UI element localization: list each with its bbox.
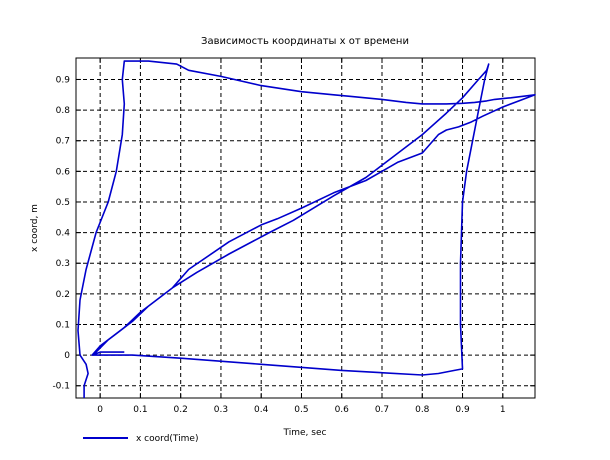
x-tick-label: 0.7 <box>375 405 389 415</box>
grid <box>76 58 535 398</box>
y-axis-label: x coord, m <box>30 204 40 252</box>
y-tick-label: 0.8 <box>56 106 71 116</box>
y-tick-label: 0.3 <box>56 259 70 269</box>
y-tick-label: 0.9 <box>56 75 71 85</box>
x-tick-label: 0.6 <box>335 405 350 415</box>
legend: x coord(Time) <box>83 434 198 444</box>
chart-title: Зависимость координаты х от времени <box>201 36 409 47</box>
legend-label: x coord(Time) <box>136 434 198 444</box>
y-tick-label: 0.5 <box>56 198 70 208</box>
series-layer <box>77 60 536 398</box>
axis-ticks: 0 0.1 0.2 0.3 0.4 0.5 0.6 0.7 0.8 0.9 1 -0.1 0 0.1 0.2… <box>52 58 535 415</box>
x-axis-label: Time, sec <box>283 428 327 438</box>
x-tick-label: 0.3 <box>214 405 228 415</box>
y-tick-label: 0.6 <box>56 167 71 177</box>
y-tick-label: -0.1 <box>52 382 70 392</box>
x-tick-label: 0.4 <box>254 405 269 415</box>
plot-frame <box>75 57 536 399</box>
x-tick-label: 0.9 <box>455 405 470 415</box>
x-tick-label: 0 <box>97 405 103 415</box>
x-tick-label: 0.5 <box>294 405 308 415</box>
series-line <box>77 60 536 398</box>
y-tick-label: 0.2 <box>56 290 70 300</box>
x-tick-label: 0.2 <box>174 405 188 415</box>
x-tick-label: 1 <box>500 405 506 415</box>
y-tick-label: 0 <box>64 351 70 361</box>
y-tick-label: 0.1 <box>56 320 70 330</box>
y-tick-label: 0.7 <box>56 137 70 147</box>
x-tick-label: 0.1 <box>133 405 147 415</box>
y-tick-label: 0.4 <box>56 229 71 239</box>
x-tick-label: 0.8 <box>415 405 430 415</box>
